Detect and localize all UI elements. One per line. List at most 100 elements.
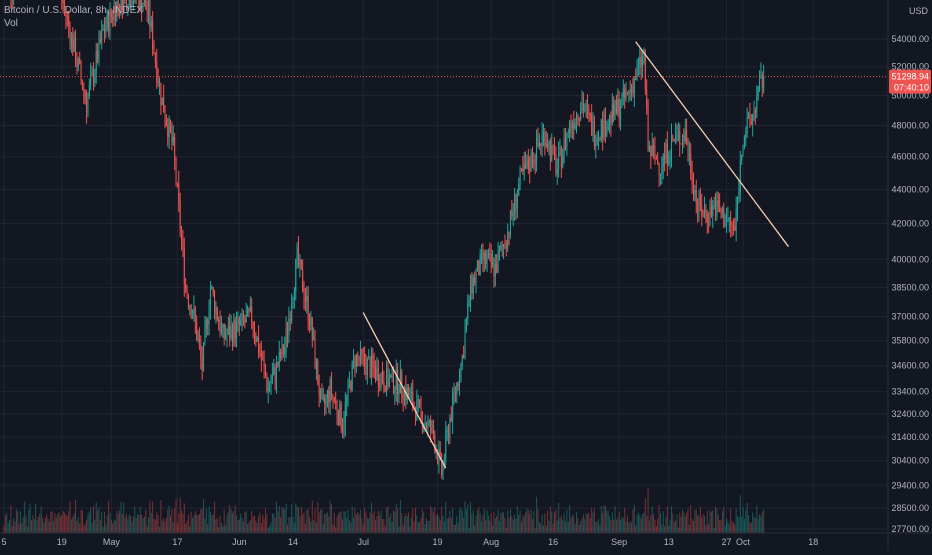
- candle-body: [112, 16, 114, 20]
- volume-bar: [519, 510, 521, 533]
- volume-bar: [306, 509, 308, 533]
- volume-bar: [636, 515, 638, 533]
- candle-body: [577, 114, 579, 120]
- candle-body: [351, 362, 353, 391]
- candle-body: [538, 143, 540, 147]
- volume-bar: [558, 503, 560, 533]
- volume-bar: [193, 515, 195, 533]
- symbol-title: Bitcoin / U.S. Dollar, 8h, INDEX: [4, 5, 143, 16]
- candle-body: [343, 423, 345, 432]
- candle-body: [161, 97, 163, 105]
- volume-bar: [281, 507, 283, 533]
- candle-body: [442, 461, 444, 476]
- candle-body: [653, 145, 655, 149]
- candle-body: [589, 112, 591, 117]
- volume-bar: [648, 520, 650, 533]
- candle-body: [518, 184, 520, 196]
- volume-bar: [632, 509, 634, 533]
- volume-bar: [719, 520, 721, 533]
- volume-bar: [664, 526, 666, 533]
- candle-body: [647, 106, 649, 151]
- volume-bar: [556, 520, 558, 533]
- volume-bar: [291, 504, 293, 533]
- candle-body: [251, 306, 253, 322]
- volume-bar: [509, 509, 511, 533]
- volume-bar: [271, 513, 273, 533]
- volume-label: Vol: [4, 18, 18, 29]
- volume-bar: [150, 512, 152, 533]
- volume-bar: [665, 516, 667, 533]
- candle-body: [227, 325, 229, 334]
- volume-bar: [412, 508, 414, 533]
- volume-bar: [57, 514, 59, 533]
- volume-bar: [42, 517, 44, 533]
- price-axis[interactable]: 27700.00 28500.00 29400.00 30400.00 31400.00…: [888, 0, 932, 550]
- volume-bar: [123, 502, 125, 533]
- candle-body: [688, 153, 690, 155]
- candle-body: [355, 353, 357, 367]
- candle-body: [737, 196, 739, 209]
- volume-bar: [726, 518, 728, 533]
- volume-bar: [36, 520, 38, 533]
- volume-bar: [39, 513, 41, 533]
- candle-body: [437, 451, 439, 464]
- volume-bar: [249, 520, 251, 533]
- volume-bar: [200, 509, 202, 533]
- volume-bar: [386, 508, 388, 533]
- candle-body: [99, 38, 101, 43]
- candle-body: [90, 75, 92, 86]
- candle-body: [304, 299, 306, 302]
- volume-bar: [531, 519, 533, 533]
- volume-bar: [4, 514, 6, 533]
- volume-bar: [83, 525, 85, 533]
- trendline[interactable]: [362, 312, 447, 469]
- volume-bar: [746, 502, 748, 533]
- time-tick-label: 14: [288, 537, 298, 547]
- volume-bar: [591, 508, 593, 533]
- trendline[interactable]: [635, 41, 789, 247]
- candle-body: [511, 210, 513, 216]
- volume-bar: [163, 518, 165, 533]
- candle-body: [509, 210, 511, 235]
- candle-body: [665, 143, 667, 159]
- candle-body: [677, 131, 679, 133]
- candle-body: [508, 232, 510, 235]
- candle-body: [757, 86, 759, 97]
- candle-body: [416, 400, 418, 420]
- volume-bar: [226, 514, 228, 533]
- chart-legend: Bitcoin / U.S. Dollar, 8h, INDEX Vol: [4, 4, 143, 30]
- candle-body: [353, 357, 355, 363]
- candle-body: [424, 424, 426, 427]
- volume-bar: [628, 523, 630, 533]
- volume-bar: [560, 515, 562, 533]
- volume-bar: [489, 520, 491, 533]
- volume-bar: [215, 519, 217, 533]
- volume-bar: [474, 525, 476, 533]
- volume-bar: [717, 514, 719, 533]
- candle-body: [410, 392, 412, 394]
- candle-body: [377, 367, 379, 386]
- candle-body: [659, 173, 661, 175]
- volume-bar: [233, 511, 235, 533]
- volume-bar: [26, 526, 28, 533]
- volume-bar: [289, 517, 291, 533]
- candle-body: [537, 137, 539, 147]
- candle-body: [189, 306, 191, 308]
- candle-body: [715, 204, 717, 218]
- volume-bar: [511, 515, 513, 533]
- candle-body: [632, 85, 634, 94]
- volume-bar: [234, 505, 236, 533]
- volume-bar: [662, 511, 664, 533]
- volume-bar: [220, 522, 222, 533]
- volume-bar: [295, 503, 297, 533]
- volume-bar: [143, 516, 145, 533]
- candle-body: [481, 250, 483, 254]
- candle-body: [398, 393, 400, 395]
- volume-bar: [432, 512, 434, 533]
- candle-body: [249, 306, 251, 312]
- trendlines[interactable]: [362, 41, 789, 469]
- candle-body: [705, 209, 707, 215]
